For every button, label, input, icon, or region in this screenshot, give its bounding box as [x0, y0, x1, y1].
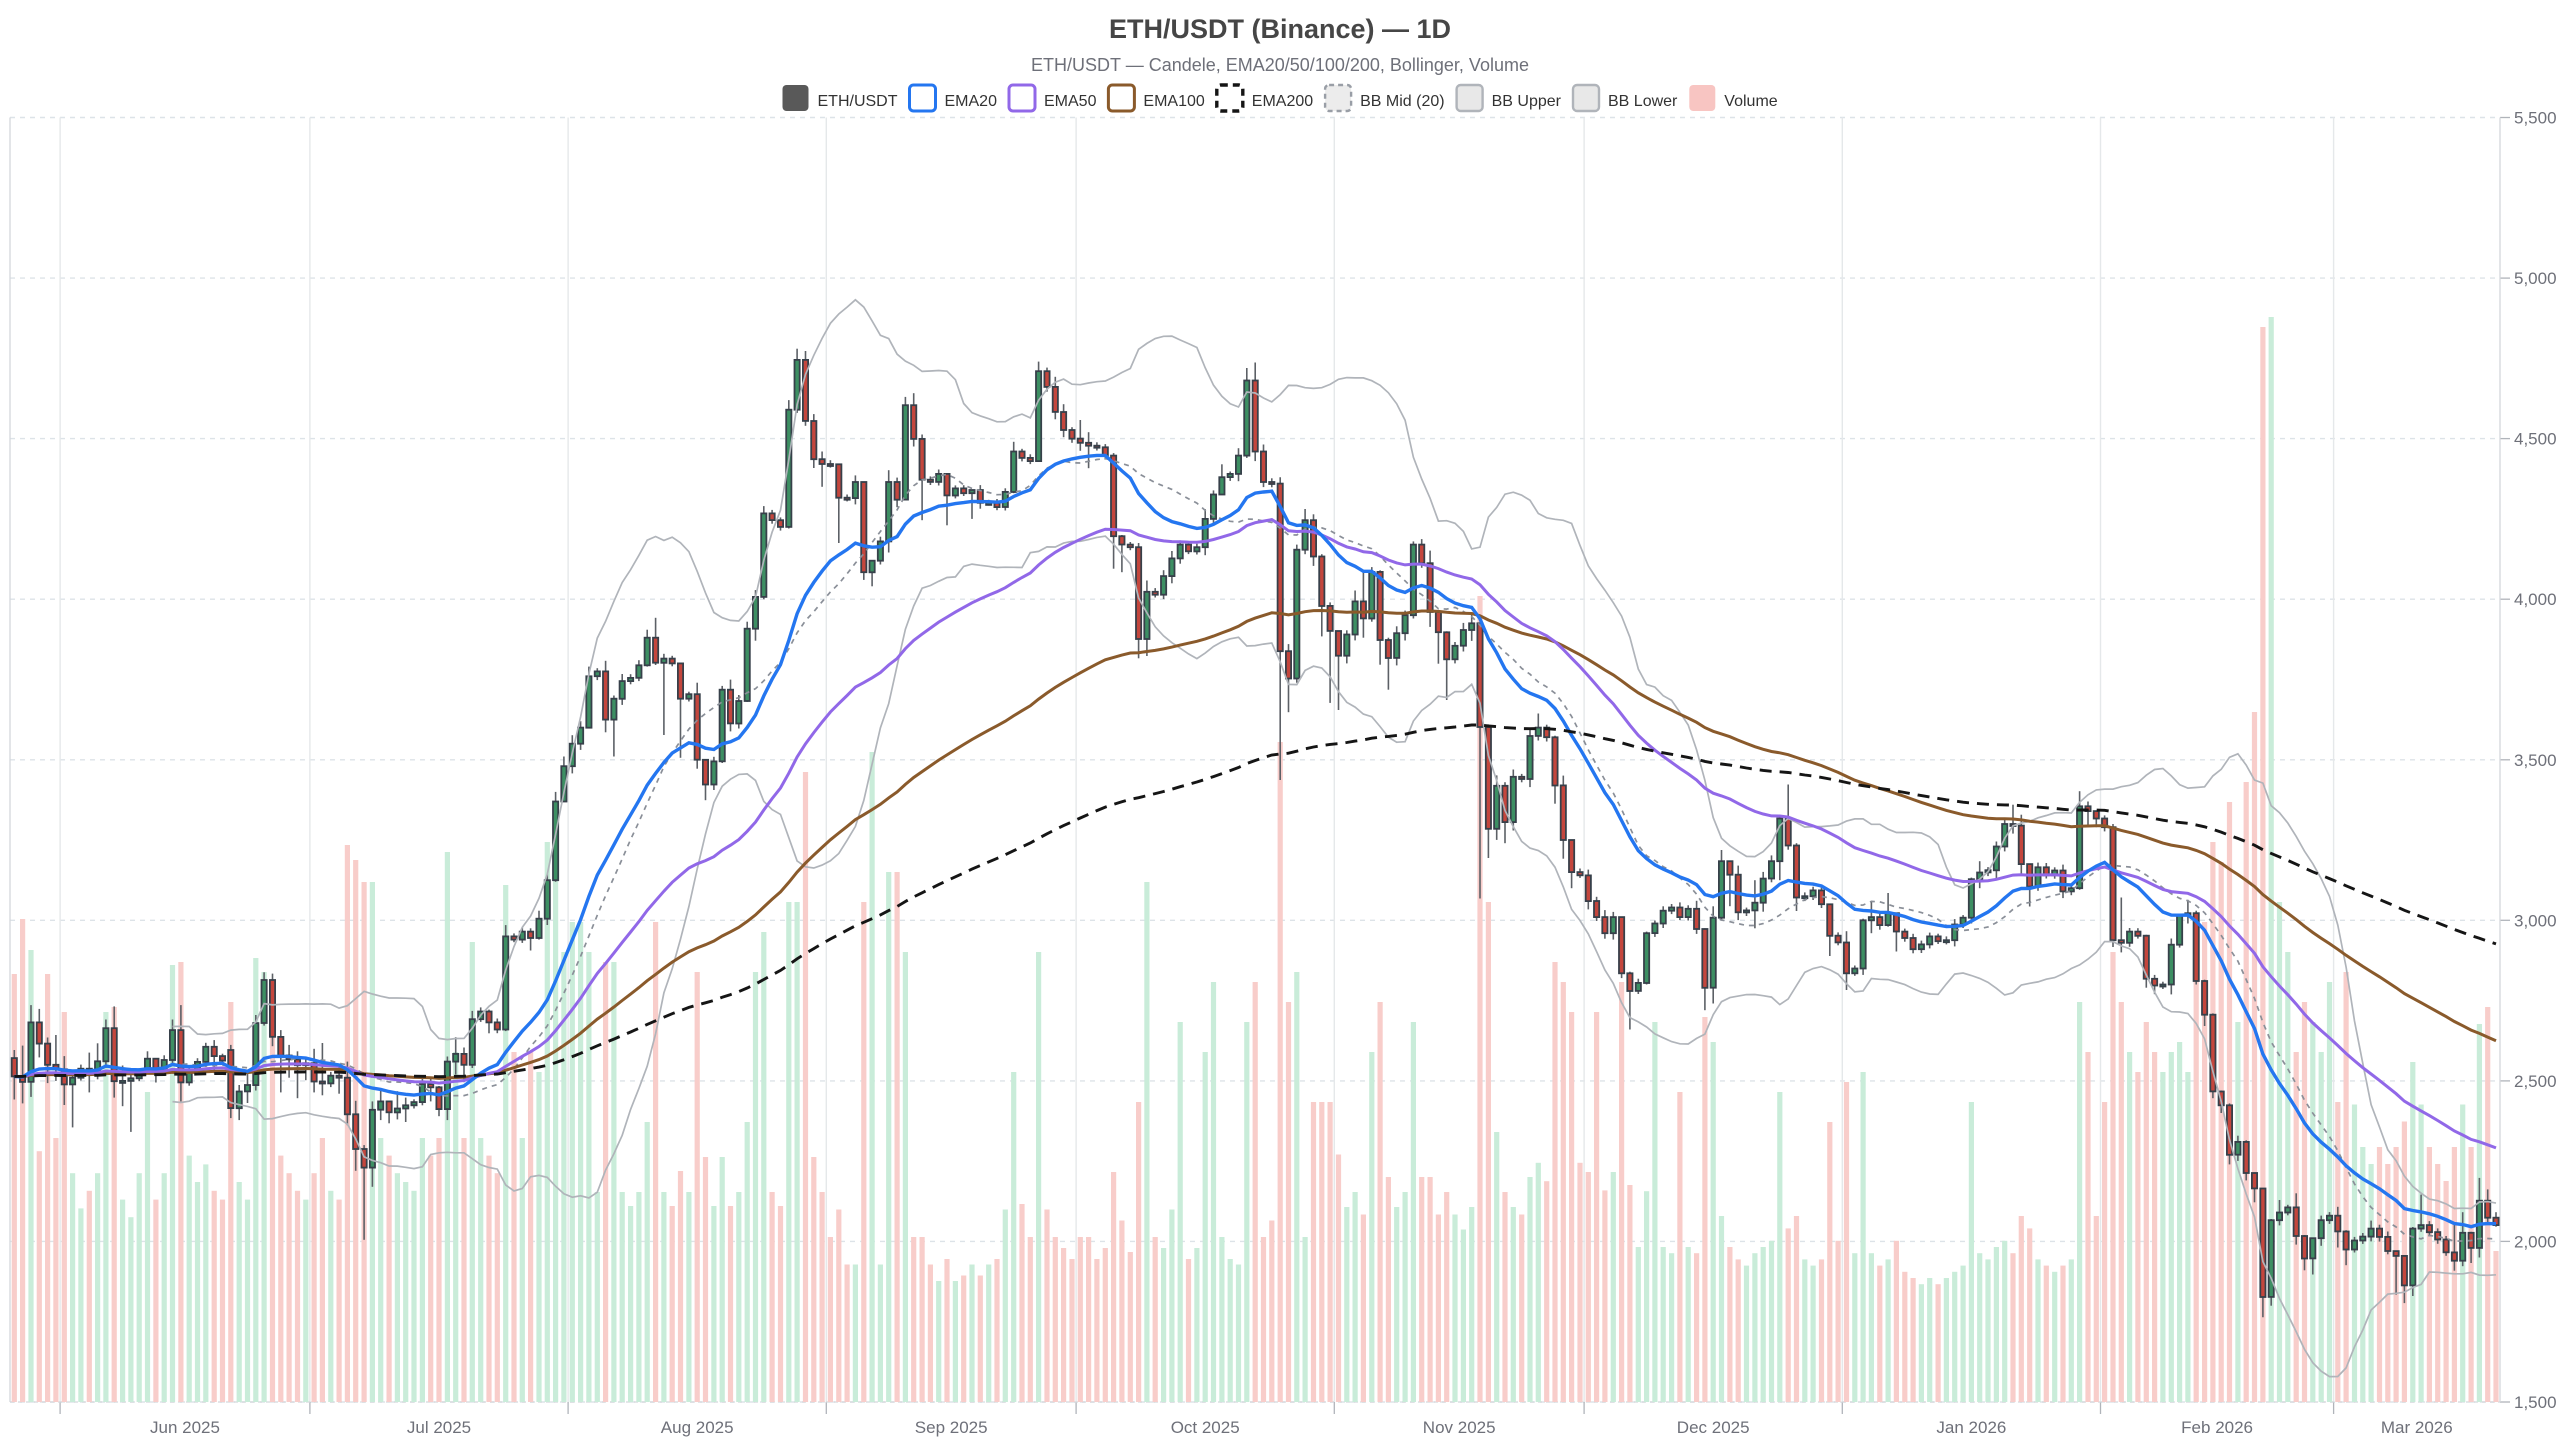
- svg-text:2,500: 2,500: [2514, 1072, 2557, 1091]
- svg-text:Jun 2025: Jun 2025: [150, 1418, 220, 1437]
- svg-text:Dec 2025: Dec 2025: [1677, 1418, 1750, 1437]
- svg-text:BB Upper: BB Upper: [1492, 93, 1562, 110]
- svg-text:1,500: 1,500: [2514, 1393, 2557, 1412]
- svg-text:Oct 2025: Oct 2025: [1171, 1418, 1240, 1437]
- svg-text:4,500: 4,500: [2514, 430, 2557, 449]
- svg-text:BB Lower: BB Lower: [1608, 93, 1678, 110]
- svg-text:ETH/USDT — Candele, EMA20/50/1: ETH/USDT — Candele, EMA20/50/100/200, Bo…: [1031, 55, 1529, 75]
- svg-text:Jul 2025: Jul 2025: [407, 1418, 471, 1437]
- svg-text:Sep 2025: Sep 2025: [915, 1418, 988, 1437]
- svg-text:Nov 2025: Nov 2025: [1423, 1418, 1496, 1437]
- svg-text:2,000: 2,000: [2514, 1232, 2557, 1251]
- svg-text:ETH/USDT (Binance) — 1D: ETH/USDT (Binance) — 1D: [1109, 14, 1451, 44]
- svg-text:3,000: 3,000: [2514, 911, 2557, 930]
- svg-text:EMA50: EMA50: [1044, 93, 1097, 110]
- svg-text:Aug 2025: Aug 2025: [661, 1418, 734, 1437]
- svg-text:Feb 2026: Feb 2026: [2181, 1418, 2253, 1437]
- svg-text:EMA200: EMA200: [1252, 93, 1313, 110]
- svg-text:Jan 2026: Jan 2026: [1936, 1418, 2006, 1437]
- svg-text:EMA20: EMA20: [945, 93, 998, 110]
- svg-text:ETH/USDT: ETH/USDT: [818, 93, 898, 110]
- svg-text:Mar 2026: Mar 2026: [2381, 1418, 2453, 1437]
- svg-text:5,500: 5,500: [2514, 109, 2557, 128]
- svg-text:EMA100: EMA100: [1143, 93, 1204, 110]
- svg-text:Volume: Volume: [1724, 93, 1777, 110]
- svg-text:5,000: 5,000: [2514, 269, 2557, 288]
- svg-text:4,000: 4,000: [2514, 590, 2557, 609]
- svg-text:BB Mid (20): BB Mid (20): [1360, 93, 1444, 110]
- svg-text:3,500: 3,500: [2514, 751, 2557, 770]
